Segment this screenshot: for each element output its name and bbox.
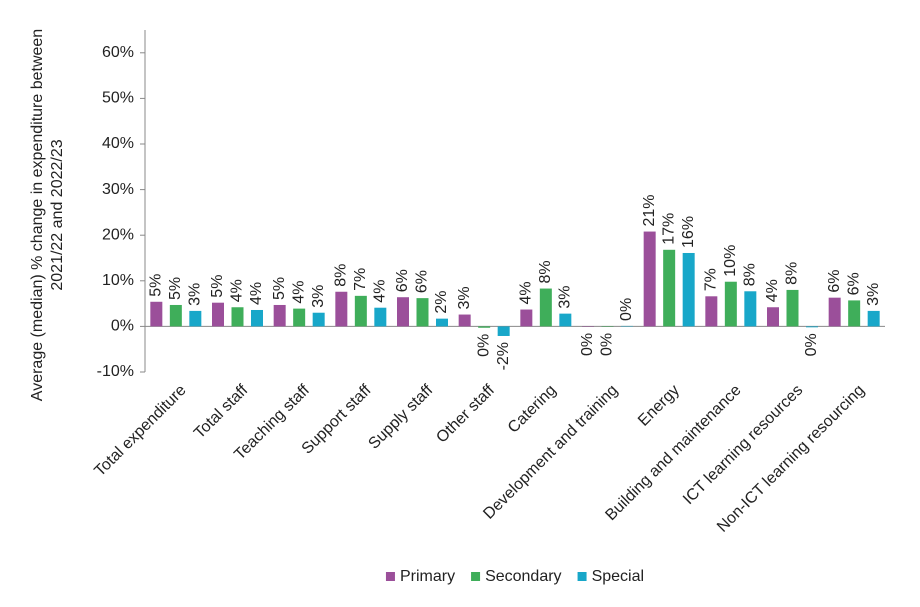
bar bbox=[374, 307, 387, 327]
value-label: 8% bbox=[742, 263, 759, 286]
bar bbox=[436, 318, 448, 327]
value-label: 17% bbox=[660, 213, 677, 245]
value-label: 6% bbox=[845, 272, 862, 295]
value-label: 5% bbox=[209, 275, 226, 298]
x-tick-label: Total staff bbox=[191, 381, 252, 442]
value-label: 4% bbox=[248, 282, 265, 305]
value-label: 4% bbox=[764, 279, 781, 302]
value-label: 5% bbox=[271, 277, 288, 300]
y-axis-title: Average (median) % change in expenditure… bbox=[29, 29, 46, 401]
bar bbox=[335, 291, 348, 327]
legend-swatch bbox=[471, 572, 481, 581]
value-label: 0% bbox=[618, 298, 635, 321]
bar bbox=[150, 301, 163, 327]
bar bbox=[744, 291, 757, 327]
y-tick-label: 40% bbox=[102, 135, 134, 152]
legend-label: Special bbox=[592, 568, 644, 585]
bar bbox=[273, 304, 286, 327]
bar bbox=[682, 252, 695, 327]
bar bbox=[848, 300, 861, 327]
y-tick-label: 10% bbox=[102, 272, 134, 289]
x-tick-label: Supply staff bbox=[365, 381, 436, 452]
y-tick-label: 60% bbox=[102, 44, 134, 61]
bar bbox=[312, 312, 325, 327]
value-label: 3% bbox=[310, 285, 327, 308]
bar bbox=[867, 310, 880, 327]
bar bbox=[458, 314, 471, 327]
value-label: 4% bbox=[229, 279, 246, 302]
x-tick-label: ICT learning resources bbox=[680, 382, 806, 508]
bar bbox=[189, 310, 202, 327]
legend-swatch bbox=[385, 572, 395, 581]
value-label: 3% bbox=[456, 286, 473, 309]
bar bbox=[806, 326, 818, 328]
value-label: 10% bbox=[722, 245, 739, 277]
bar bbox=[231, 307, 244, 327]
y-tick-label: 20% bbox=[102, 226, 134, 243]
value-label: 2% bbox=[433, 291, 450, 314]
value-label: 6% bbox=[414, 270, 431, 293]
value-label: 0% bbox=[579, 333, 596, 356]
bar bbox=[520, 309, 533, 327]
value-label: 0% bbox=[475, 334, 492, 357]
x-tick-label: Other staff bbox=[433, 381, 498, 446]
value-label: 8% bbox=[333, 264, 350, 287]
y-tick-label: 30% bbox=[102, 181, 134, 198]
value-label: 4% bbox=[372, 280, 389, 303]
bar bbox=[251, 309, 263, 327]
value-label: 6% bbox=[394, 269, 411, 292]
bar bbox=[828, 297, 841, 327]
bar bbox=[724, 281, 737, 327]
value-label: 5% bbox=[167, 277, 184, 300]
value-label: -2% bbox=[495, 342, 512, 370]
value-label: 5% bbox=[148, 274, 165, 297]
value-label: 21% bbox=[641, 195, 658, 227]
value-label: 7% bbox=[703, 268, 720, 291]
bar bbox=[559, 313, 572, 327]
value-label: 4% bbox=[518, 281, 535, 304]
value-label: 16% bbox=[680, 216, 697, 248]
bar bbox=[663, 249, 676, 327]
value-label: 0% bbox=[599, 333, 616, 356]
x-tick-label: Total expenditure bbox=[91, 382, 189, 480]
x-tick-label: Energy bbox=[635, 382, 683, 430]
bar bbox=[478, 326, 491, 328]
value-label: 7% bbox=[352, 268, 369, 291]
x-tick-label: Catering bbox=[505, 382, 560, 437]
value-label: 3% bbox=[187, 283, 204, 306]
legend-swatch bbox=[577, 572, 587, 581]
value-label: 8% bbox=[537, 260, 554, 283]
value-label: 8% bbox=[784, 262, 801, 285]
bar bbox=[786, 289, 799, 327]
bar bbox=[169, 304, 182, 327]
y-tick-label: 0% bbox=[111, 318, 134, 335]
value-label: 0% bbox=[803, 333, 820, 356]
value-label: 4% bbox=[290, 280, 307, 303]
bar bbox=[293, 308, 306, 327]
value-label: 3% bbox=[557, 286, 574, 309]
y-tick-label: 50% bbox=[102, 90, 134, 107]
legend-label: Primary bbox=[400, 568, 455, 585]
bar bbox=[397, 297, 409, 327]
value-label: 6% bbox=[826, 270, 843, 293]
legend-label: Secondary bbox=[485, 568, 562, 585]
y-axis-title: 2021/22 and 2022/23 bbox=[49, 139, 66, 290]
bar bbox=[705, 296, 718, 327]
bar bbox=[643, 231, 656, 327]
x-tick-label: Development and training bbox=[480, 382, 621, 523]
bar bbox=[539, 288, 552, 327]
bar bbox=[354, 295, 367, 327]
bar bbox=[212, 302, 224, 327]
y-tick-label: -10% bbox=[97, 363, 134, 380]
value-label: 3% bbox=[865, 283, 882, 306]
bar bbox=[497, 326, 510, 336]
bar bbox=[416, 298, 429, 327]
bar bbox=[767, 307, 779, 327]
